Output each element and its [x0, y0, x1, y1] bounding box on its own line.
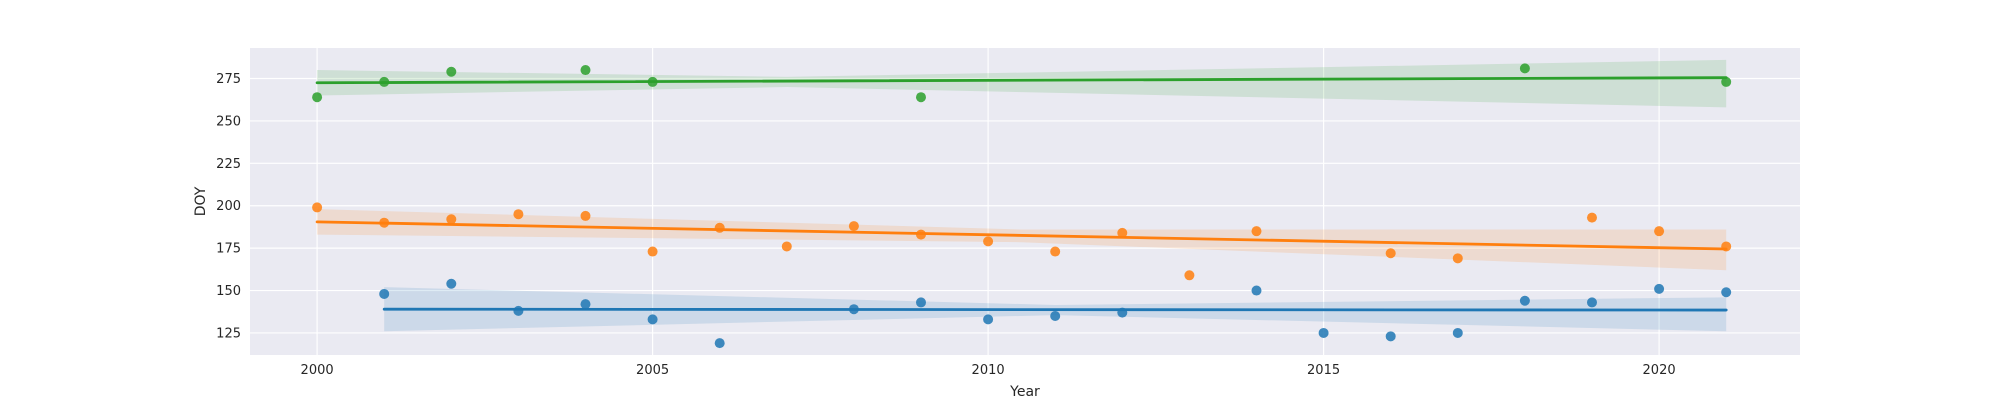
- series-1-point: [580, 210, 591, 221]
- series-0-point: [915, 297, 926, 308]
- series-2-trend-line: [315, 76, 1728, 85]
- x-tick-label: 2020: [1643, 363, 1676, 378]
- series-1-point: [1050, 246, 1061, 257]
- series-0-point: [1117, 307, 1128, 318]
- series-1-point: [915, 229, 926, 240]
- x-axis-label: Year: [1009, 384, 1040, 400]
- series-0-point: [1050, 310, 1061, 321]
- series-1-point: [1654, 226, 1665, 237]
- series-0-point: [1586, 297, 1597, 308]
- series-2-point: [446, 66, 457, 77]
- series-2-point: [312, 92, 323, 103]
- y-tick-label: 225: [216, 157, 241, 172]
- series-1-point: [647, 246, 658, 257]
- series-1-point: [1452, 253, 1463, 264]
- series-0-point: [446, 278, 457, 289]
- series-2-point: [1721, 76, 1732, 87]
- series-0-point: [1654, 283, 1665, 294]
- trend-lines: [315, 76, 1728, 312]
- series-2-point: [915, 92, 926, 103]
- series-0-point: [379, 288, 390, 299]
- plot-background: [250, 48, 1800, 355]
- series-2-point: [1519, 63, 1530, 74]
- series-0-point: [1721, 287, 1732, 298]
- series-0-point: [513, 305, 524, 316]
- series-0-point: [714, 338, 725, 349]
- x-tick-label: 2015: [1307, 363, 1340, 378]
- series-1-point: [1721, 241, 1732, 252]
- y-tick-label: 275: [216, 72, 241, 87]
- x-tick-labels: 2000 2005 2010 2015 2020: [301, 363, 1676, 378]
- series-0-point: [1385, 331, 1396, 342]
- series-0-trend-line: [382, 307, 1728, 312]
- series-1-point: [312, 202, 323, 213]
- series-2-point: [580, 65, 591, 76]
- y-tick-label: 200: [216, 199, 241, 214]
- series-1-point: [379, 217, 390, 228]
- series-1-point: [714, 222, 725, 233]
- series-1-point: [446, 214, 457, 225]
- series-0-point: [647, 314, 658, 325]
- series-1-point: [1184, 270, 1195, 281]
- y-tick-label: 175: [216, 242, 241, 257]
- series-1-point: [1586, 212, 1597, 223]
- series-1-point: [983, 236, 994, 247]
- series-0-point: [1452, 327, 1463, 338]
- series-0-point: [848, 304, 859, 315]
- series-1-trend-line: [315, 220, 1728, 251]
- y-tick-label: 125: [216, 326, 241, 341]
- series-1-point: [781, 241, 792, 252]
- series-0-point: [580, 299, 591, 310]
- series-2-confidence-band: [317, 59, 1727, 108]
- series-0-point: [1519, 295, 1530, 306]
- series-2-point: [647, 76, 658, 87]
- x-tick-label: 2000: [301, 363, 334, 378]
- data-points: [312, 63, 1732, 349]
- series-0-point: [1318, 327, 1329, 338]
- y-axis-label: DOY: [193, 186, 209, 216]
- series-0-point: [983, 314, 994, 325]
- series-1-point: [1251, 226, 1262, 237]
- series-1-point: [1385, 248, 1396, 259]
- x-tick-label: 2010: [972, 363, 1005, 378]
- series-1-point: [513, 209, 524, 220]
- y-tick-labels: 125 150 175 200 225 250 275: [216, 72, 241, 341]
- y-tick-label: 150: [216, 284, 241, 299]
- series-1-point: [848, 221, 859, 232]
- series-1-confidence-band: [317, 209, 1727, 271]
- series-0-point: [1251, 285, 1262, 296]
- x-tick-label: 2005: [636, 363, 669, 378]
- series-2-point: [379, 76, 390, 87]
- series-1-point: [1117, 227, 1128, 238]
- y-tick-label: 250: [216, 114, 241, 129]
- grid: [250, 48, 1800, 355]
